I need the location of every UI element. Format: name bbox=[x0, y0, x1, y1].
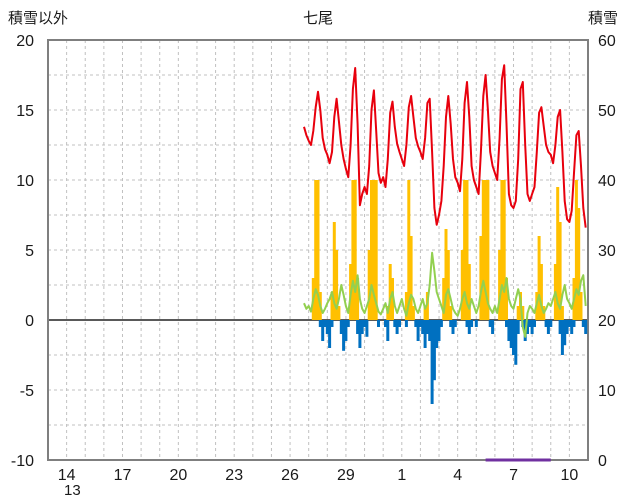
svg-text:20: 20 bbox=[598, 313, 616, 330]
svg-text:40: 40 bbox=[598, 173, 616, 190]
svg-text:23: 23 bbox=[225, 467, 243, 484]
svg-text:1: 1 bbox=[397, 467, 406, 484]
left-axis-title: 積雪以外 bbox=[8, 10, 69, 27]
svg-text:20: 20 bbox=[16, 33, 34, 50]
svg-text:20: 20 bbox=[169, 467, 187, 484]
svg-text:26: 26 bbox=[281, 467, 299, 484]
svg-text:10: 10 bbox=[560, 467, 578, 484]
right-axis-title: 積雪 bbox=[587, 10, 618, 27]
svg-text:4: 4 bbox=[453, 467, 462, 484]
station-title: 七尾 bbox=[302, 10, 334, 27]
svg-text:60: 60 bbox=[598, 33, 616, 50]
x-axis-start-label: 13 bbox=[64, 482, 81, 499]
svg-text:0: 0 bbox=[25, 313, 34, 330]
svg-text:5: 5 bbox=[25, 243, 34, 260]
svg-text:50: 50 bbox=[598, 103, 616, 120]
svg-text:15: 15 bbox=[16, 103, 34, 120]
svg-text:-5: -5 bbox=[20, 383, 34, 400]
svg-text:30: 30 bbox=[598, 243, 616, 260]
svg-text:-10: -10 bbox=[11, 453, 34, 470]
svg-text:7: 7 bbox=[509, 467, 518, 484]
svg-text:29: 29 bbox=[337, 467, 355, 484]
svg-text:0: 0 bbox=[598, 453, 607, 470]
svg-text:10: 10 bbox=[16, 173, 34, 190]
svg-text:10: 10 bbox=[598, 383, 616, 400]
svg-text:14: 14 bbox=[58, 467, 76, 484]
svg-text:17: 17 bbox=[114, 467, 132, 484]
